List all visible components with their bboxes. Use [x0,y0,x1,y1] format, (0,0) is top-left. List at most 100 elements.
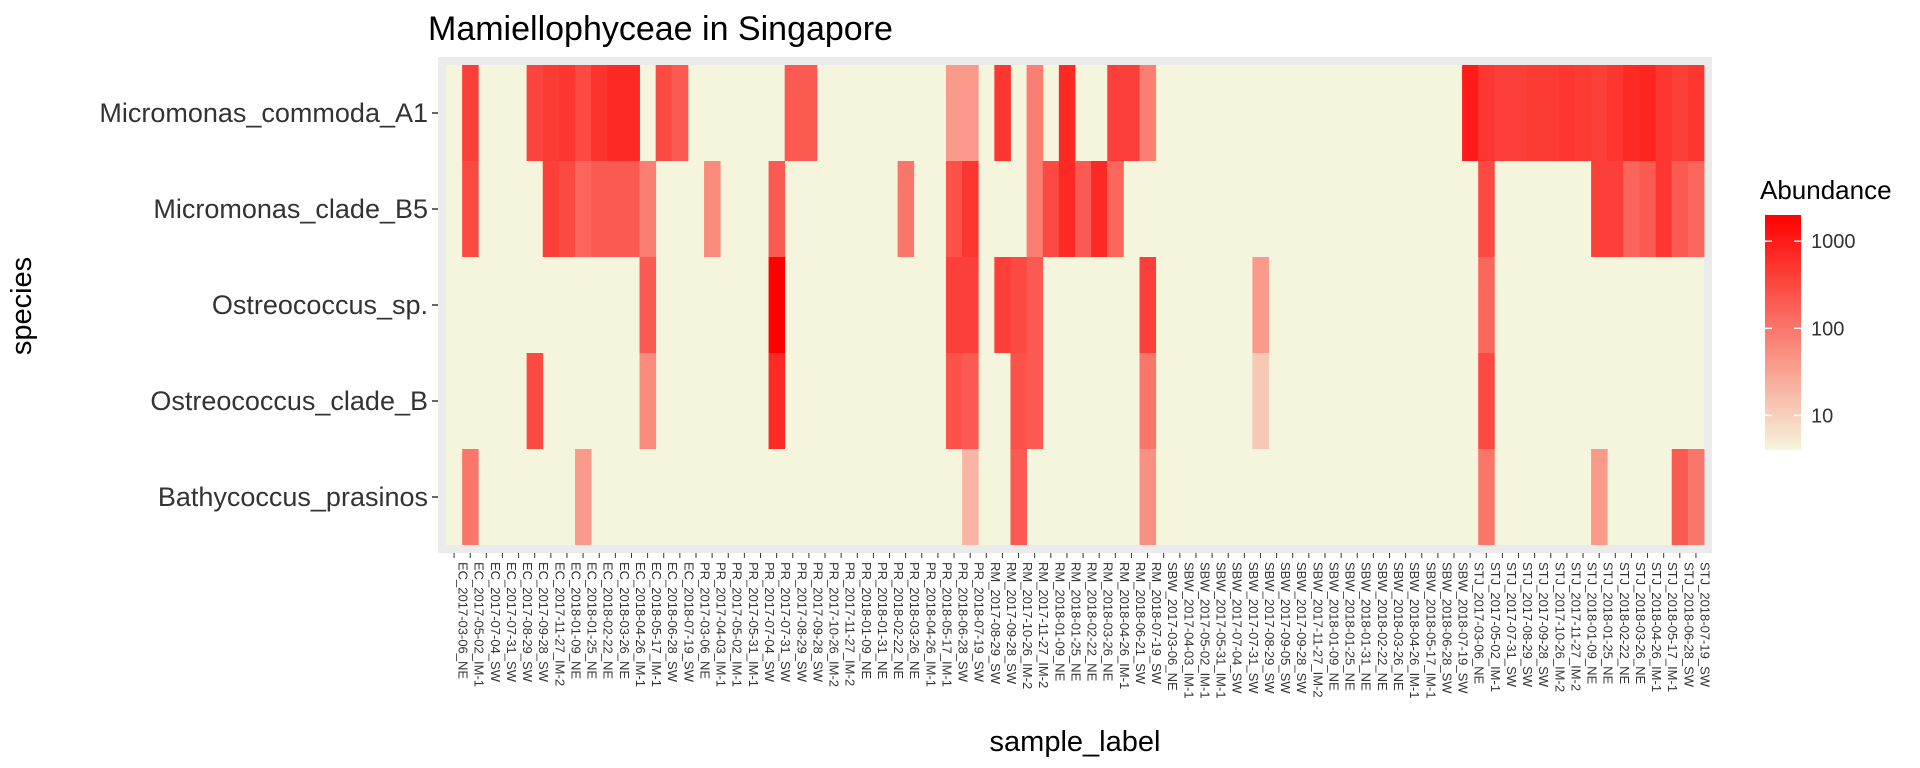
x-axis-title: sample_label [990,726,1161,758]
heatmap-cell [1091,161,1108,257]
heatmap-cell [1478,449,1495,545]
x-tick-label: PR_2017-07-04_SW [762,562,777,683]
x-tick-label: SBW_2017-04-03_IM-1 [1181,562,1196,699]
x-tick-label: SBW_2018-03-26_NE [1391,562,1406,691]
heatmap-cell [1574,65,1592,161]
heatmap-cell [1478,353,1495,449]
legend-title: Abundance [1760,175,1892,205]
x-tick-label: SBW_2017-07-04_SW [1230,562,1245,694]
x-tick-label: SBW_2017-03-06_NE [1165,562,1180,691]
x-tick-label: PR_2018-05-17_IM-1 [939,562,954,687]
x-tick-label: PR_2018-06-28_SW [956,562,971,683]
x-tick-label: SBW_2018-07-19_SW [1456,562,1471,694]
x-tick-label: EC_2017-11-27_IM-2 [552,562,567,686]
x-tick-label: EC_2018-02-22_NE [601,562,616,679]
chart-title: Mamiellophyceae in Singapore [428,10,893,48]
heatmap-cell [800,65,818,161]
heatmap-cell [1139,257,1157,353]
x-tick-label: STJ_2017-07-31_SW [1504,562,1519,688]
x-tick-label: EC_2018-01-25_NE [585,562,600,679]
y-tick-label: Bathycoccus_prasinos [158,482,428,512]
x-tick-label: EC_2017-07-04_SW [488,562,503,683]
x-tick-label: EC_2017-08-29_SW [520,562,535,683]
heatmap-cell [1687,65,1705,161]
x-tick-label: SBW_2018-01-25_NE [1343,562,1358,691]
heatmap-cell [526,353,544,449]
heatmap-cell [1478,65,1495,161]
y-axis: Micromonas_commoda_A1 Micromonas_clade_B5… [99,98,438,512]
heatmap-cell [962,353,979,449]
x-tick-label: STJ_2018-01-25_NE [1601,562,1616,684]
x-tick-label: PR_2017-05-31_IM-1 [746,562,761,687]
heatmap-cell [768,257,786,353]
heatmap-cell [591,65,608,161]
heatmap-cell [671,65,689,161]
x-tick-label: EC_2018-06-28_SW [665,562,680,683]
x-tick-label: SBW_2018-02-22_NE [1375,562,1390,691]
heatmap-cell [1623,65,1640,161]
x-tick-label: PR_2017-09-28_SW [810,562,825,683]
legend-colorbar [1765,215,1801,450]
legend-tick-label: 10 [1811,405,1833,427]
x-tick-label: EC_2017-09-28_SW [536,562,551,683]
x-tick-label: RM_2017-08-29_SW [988,562,1003,685]
heatmap-cell [558,65,576,161]
heatmap-cell [962,161,979,257]
heatmap-cells [446,65,1705,545]
heatmap-cell [945,161,963,257]
heatmap-cell [542,65,560,161]
x-tick-label: EC_2018-07-19_SW [681,562,696,683]
heatmap-cell [1010,449,1028,545]
x-tick-label: SBW_2018-04-26_IM-1 [1407,562,1422,699]
heatmap-cell [1623,161,1640,257]
x-tick-label: STJ_2017-08-29_SW [1520,562,1535,688]
heatmap-cell [1607,161,1624,257]
heatmap-cell [575,161,592,257]
heatmap-cell [639,161,657,257]
legend-tick-label: 100 [1811,318,1844,340]
heatmap-cell [607,161,624,257]
heatmap-cell [1139,65,1157,161]
x-tick-label: EC_2017-03-06_NE [456,562,471,679]
heatmap-cell [1026,353,1044,449]
x-tick-label: RM_2018-07-19_SW [1149,562,1164,685]
x-tick-label: PR_2017-11-27_IM-2 [843,562,858,686]
x-tick-label: STJ_2018-03-26_NE [1633,562,1648,684]
heatmap-cell [1026,161,1044,257]
x-tick-label: EC_2017-05-02_IM-1 [472,562,487,687]
heatmap-cell [897,161,915,257]
heatmap-cell [962,65,979,161]
heatmap-cell [1687,449,1705,545]
x-tick-label: PR_2018-07-19_SW [972,562,987,683]
x-tick-label: PR_2018-04-26_IM-1 [923,562,938,687]
x-tick-label: PR_2017-04-03_IM-1 [714,562,729,687]
heatmap-cell [1010,353,1028,449]
x-tick-label: SBW_2017-05-02_IM-1 [1197,562,1212,699]
heatmap-cell [994,65,1011,161]
heatmap-cell [1042,161,1060,257]
heatmap-cell [1010,257,1028,353]
x-tick-label: SBW_2017-08-29_SW [1262,562,1277,694]
x-tick-label: STJ_2018-01-09_NE [1585,562,1600,684]
x-tick-label: STJ_2018-05-17_IM-1 [1665,562,1680,692]
x-tick-label: PR_2018-03-26_NE [907,562,922,679]
heatmap-cell [962,449,979,545]
heatmap-cell [1558,65,1576,161]
heatmap-cell [1252,353,1269,449]
heatmap-cell [1478,257,1495,353]
x-tick-label: PR_2018-01-31_NE [875,562,890,679]
heatmap-cell [1058,161,1076,257]
x-tick-label: PR_2018-01-09_NE [859,562,874,679]
heatmap-cell [1026,65,1044,161]
heatmap-cell [962,257,979,353]
heatmap-cell [558,161,576,257]
x-tick-label: RM_2017-09-28_SW [1004,562,1019,685]
heatmap-cell [1655,161,1673,257]
x-tick-label: PR_2017-08-29_SW [794,562,809,683]
heatmap-cell [1639,65,1657,161]
heatmap-cell [462,65,479,161]
x-tick-label: PR_2017-03-06_NE [697,562,712,679]
heatmap-cell [655,65,673,161]
x-tick-label: PR_2017-10-26_IM-2 [827,562,842,687]
x-tick-label: PR_2018-02-22_NE [891,562,906,679]
